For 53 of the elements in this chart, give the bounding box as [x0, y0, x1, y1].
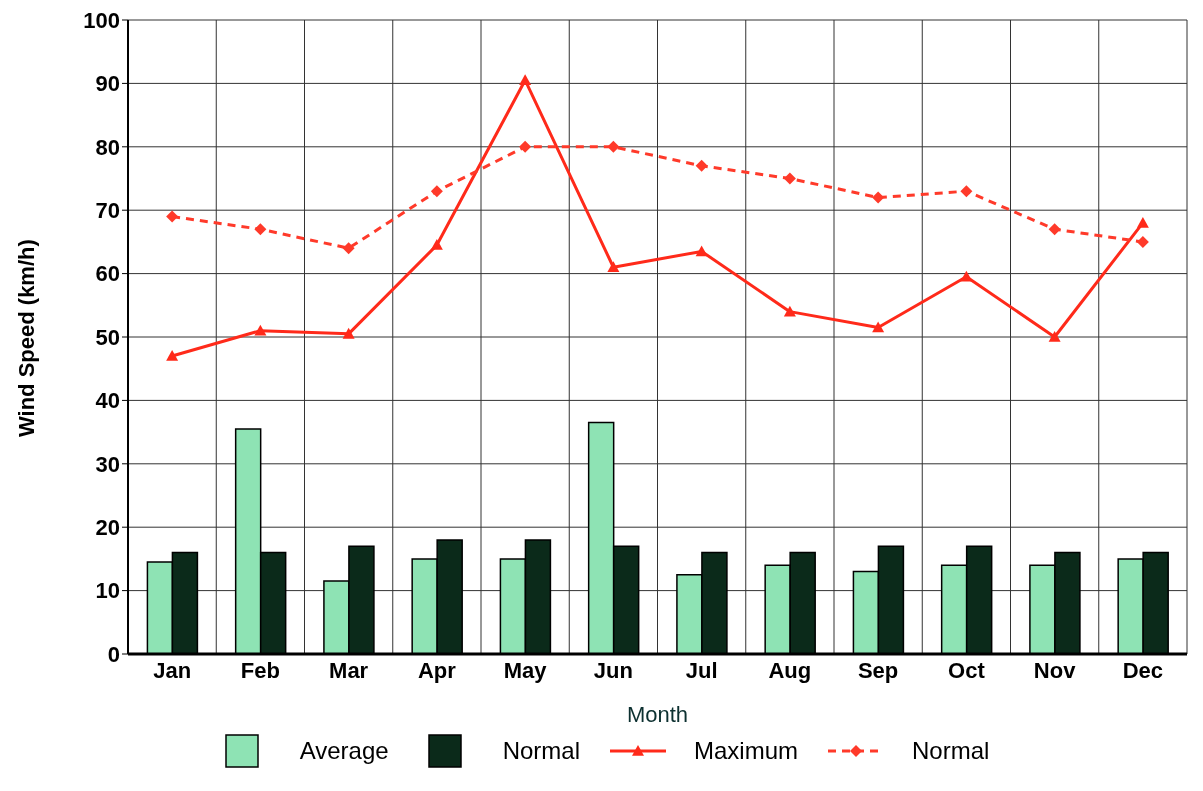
point [695, 159, 708, 172]
point [1048, 223, 1061, 236]
x-tick-label: Dec [1122, 657, 1164, 683]
y-tick-label: 0 [107, 641, 120, 667]
point [166, 350, 179, 361]
x-tick-label: Aug [768, 657, 812, 683]
x-tick-label: Feb [240, 657, 280, 683]
point [254, 223, 267, 236]
y-tick-label: 90 [95, 71, 120, 97]
y-tick-label: 70 [95, 198, 120, 224]
x-tick-label: Apr [417, 657, 457, 683]
point [1136, 235, 1149, 248]
point [342, 242, 355, 255]
point [342, 327, 355, 339]
point [430, 185, 443, 198]
point [166, 210, 179, 223]
y-tick-label: 50 [95, 324, 120, 350]
legend-label: Normal [911, 737, 990, 765]
x-tick-label: May [503, 657, 548, 683]
point [519, 74, 532, 86]
y-axis-title: Wind Speed (km/h) [13, 239, 39, 437]
point [872, 191, 885, 204]
x-tick-label: Jan [153, 657, 192, 683]
y-tick-label: 60 [95, 261, 120, 287]
point [960, 185, 973, 198]
y-tick-label: 10 [95, 578, 120, 604]
point [960, 270, 973, 282]
y-tick-label: 100 [83, 7, 120, 33]
x-tick-label: Mar [329, 657, 369, 683]
legend-label: Maximum [693, 737, 798, 765]
point [783, 172, 796, 185]
point [1136, 216, 1149, 228]
point [254, 324, 267, 336]
x-tick-label: Jul [685, 657, 718, 683]
legend-label: Average [299, 737, 389, 765]
x-tick-label: Jun [593, 657, 633, 683]
point [872, 321, 885, 333]
x-tick-label: Oct [948, 657, 986, 683]
y-tick-label: 40 [95, 388, 120, 414]
point [783, 305, 796, 317]
point [607, 261, 620, 273]
point [519, 140, 532, 153]
legend-label: Normal [502, 737, 580, 765]
point [695, 245, 708, 257]
y-tick-label: 80 [95, 134, 120, 160]
y-tick-label: 20 [95, 515, 120, 541]
x-tick-label: Sep [857, 657, 899, 683]
x-tick-label: Nov [1033, 657, 1077, 683]
point [607, 140, 620, 153]
point [1048, 331, 1061, 342]
x-axis-title: Month [626, 702, 689, 727]
point [430, 239, 443, 250]
y-tick-label: 30 [95, 451, 120, 477]
